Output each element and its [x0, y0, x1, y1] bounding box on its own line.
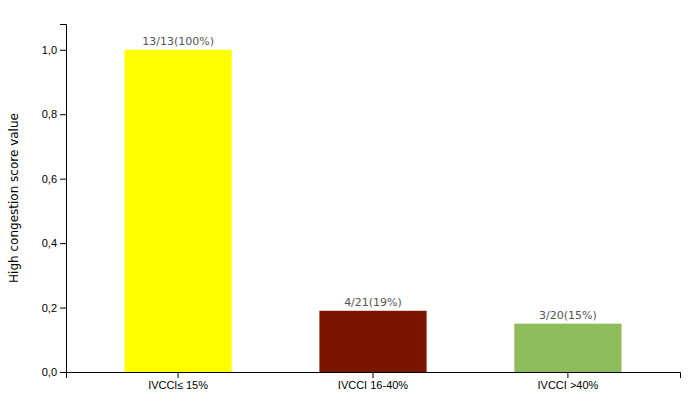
- y-tick: 1,0: [42, 44, 66, 56]
- y-tick-mark: [60, 179, 66, 180]
- bar: [124, 50, 231, 372]
- y-tick-mark: [60, 243, 66, 244]
- y-axis-title: High congestion score value: [7, 113, 21, 283]
- plot: 0,0 0,2 0,4 0,6 0,8 1,0 IVCCl≤ 15% IVCCI 16-40%…: [42, 25, 681, 391]
- y-tick-label: 0,2: [42, 302, 57, 314]
- y-tick-mark: [60, 50, 66, 51]
- y-tick-label: 0,8: [42, 108, 57, 120]
- y-tick: 0,2: [42, 302, 66, 314]
- y-tick: 0,4: [42, 237, 66, 249]
- y-tick-mark: [60, 308, 66, 309]
- y-tick-label: 0,4: [42, 237, 57, 249]
- x-tick: IVCCI 16-40%: [338, 372, 409, 391]
- y-tick-mark: [60, 114, 66, 115]
- x-tick-label: IVCCI 16-40%: [338, 379, 409, 391]
- data-label: 13/13(100%): [142, 35, 214, 48]
- y-tick-label: 0,0: [42, 366, 57, 378]
- y-axis-line: [60, 25, 67, 373]
- y-tick-mark: [60, 372, 66, 373]
- bars: [124, 50, 621, 372]
- y-tick-label: 1,0: [42, 44, 57, 56]
- y-tick-label: 0,6: [42, 173, 57, 185]
- data-label: 3/20(15%): [539, 309, 597, 322]
- x-tick-label: IVCCl≤ 15%: [148, 379, 208, 391]
- bar: [514, 324, 621, 372]
- y-tick: 0,8: [42, 108, 66, 120]
- chart: 0,0 0,2 0,4 0,6 0,8 1,0 IVCCl≤ 15% IVCCI 16-40%…: [0, 0, 700, 412]
- x-tick-mark: [373, 372, 374, 378]
- y-tick: 0,0: [42, 366, 66, 378]
- x-tick: IVCCI >40%: [537, 372, 598, 391]
- x-axis: IVCCl≤ 15% IVCCI 16-40% IVCCI >40%: [67, 372, 681, 391]
- x-tick-mark: [178, 372, 179, 378]
- x-tick-label: IVCCI >40%: [537, 379, 598, 391]
- y-axis: 0,0 0,2 0,4 0,6 0,8 1,0: [42, 25, 67, 379]
- y-tick: 0,6: [42, 173, 66, 185]
- x-axis-line: [67, 373, 681, 379]
- data-labels: 13/13(100%) 4/21(19%) 3/20(15%): [142, 35, 597, 322]
- data-label: 4/21(19%): [344, 296, 402, 309]
- x-tick-mark: [567, 372, 568, 378]
- x-tick: IVCCl≤ 15%: [148, 372, 208, 391]
- bar: [319, 311, 426, 372]
